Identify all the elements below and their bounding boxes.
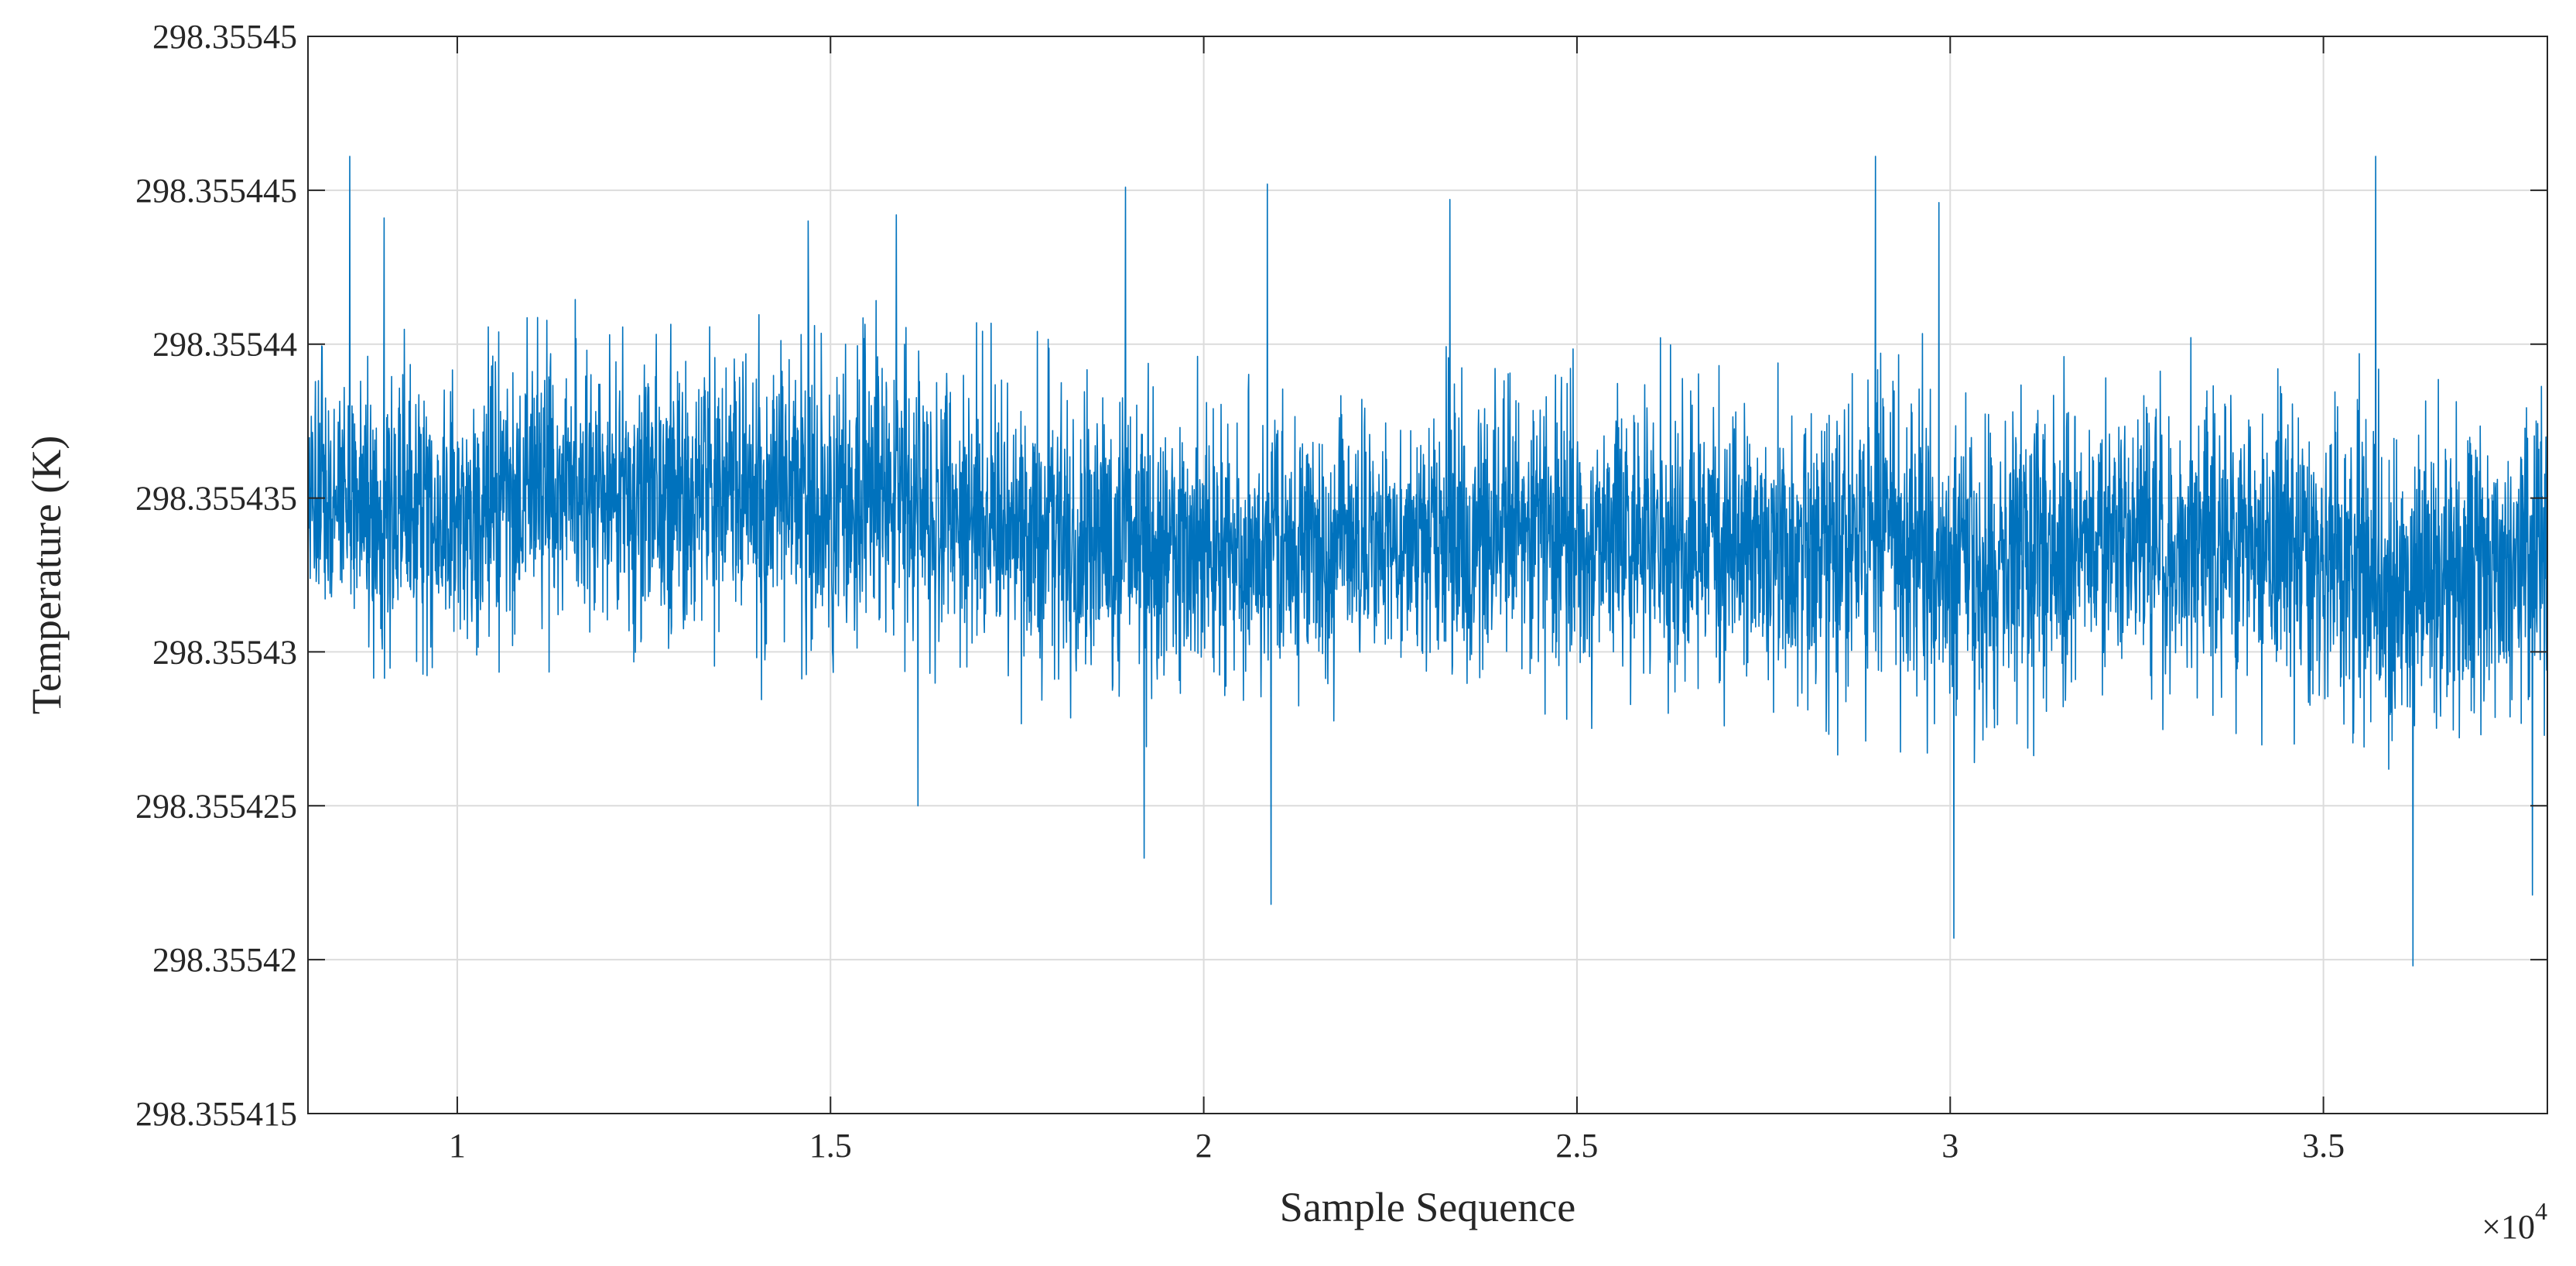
y-tick-label-3: 298.35543 — [152, 633, 297, 671]
data-series — [307, 156, 2548, 967]
x-tick-label-3: 2.5 — [1555, 1127, 1598, 1165]
x-tick-label-0: 1 — [449, 1127, 466, 1165]
y-tick-label-5: 298.35544 — [152, 326, 297, 364]
y-tick-label-6: 298.355445 — [135, 172, 297, 210]
y-axis-ticks: 298.355415 298.35542 298.355425 298.35543 29… — [135, 18, 2547, 1133]
plot-frame — [307, 36, 2548, 1114]
x-axis-exponent: ×104 — [2482, 1197, 2547, 1246]
x-exponent-base: ×10 — [2482, 1208, 2535, 1246]
x-axis-label: Sample Sequence — [1280, 1184, 1575, 1230]
y-axis-label: Temperature (K) — [23, 436, 70, 715]
y-tick-label-4: 298.355435 — [135, 480, 297, 518]
x-axis-ticks: 1 1.5 2 2.5 3 3.5 — [449, 36, 2345, 1165]
x-exponent-power: 4 — [2535, 1197, 2547, 1225]
x-tick-label-2: 2 — [1196, 1127, 1213, 1165]
x-tick-label-1: 1.5 — [809, 1127, 852, 1165]
y-tick-label-7: 298.35545 — [152, 18, 297, 56]
temperature-series-line — [307, 156, 2548, 967]
y-tick-label-2: 298.355425 — [135, 787, 297, 825]
x-tick-label-5: 3.5 — [2302, 1127, 2345, 1165]
x-tick-label-4: 3 — [1941, 1127, 1959, 1165]
y-tick-label-1: 298.35542 — [152, 941, 297, 979]
y-tick-label-0: 298.355415 — [135, 1095, 297, 1133]
